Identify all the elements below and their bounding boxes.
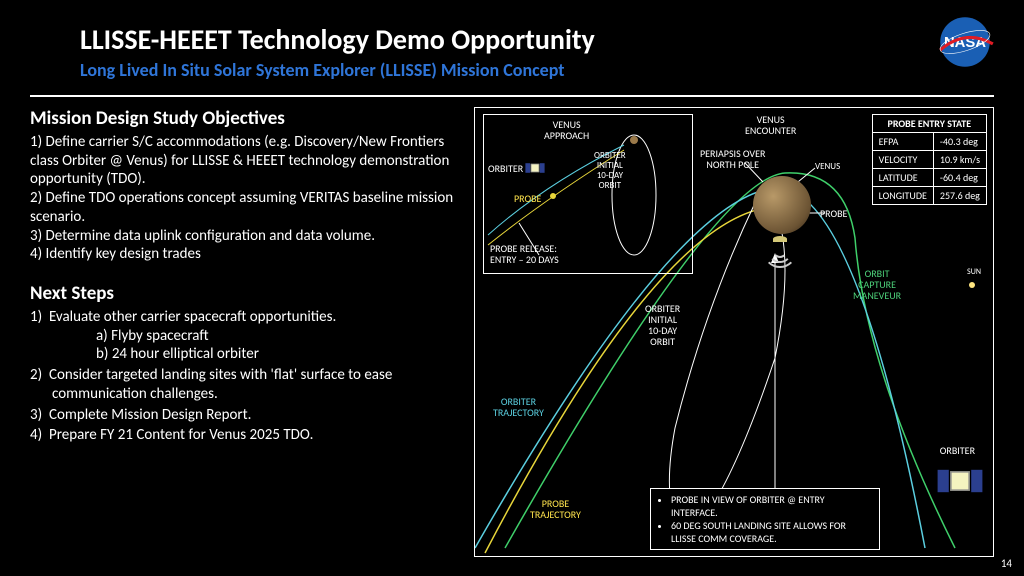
orbiter-traj-label: ORBITERTRAJECTORY — [493, 396, 544, 418]
objectives-item: 3) Determine data uplink configuration a… — [30, 227, 460, 246]
nasa-logo-icon: NASA — [934, 16, 996, 68]
next-steps-heading: Next Steps — [30, 282, 460, 306]
objectives-item: 4) Identify key design trades — [30, 245, 460, 264]
left-column: Mission Design Study Objectives 1) Defin… — [30, 107, 460, 557]
inset-title: VENUSAPPROACH — [544, 119, 589, 141]
orbiter-satellite-icon — [950, 471, 970, 491]
probe-traj-label: PROBETRAJECTORY — [530, 498, 581, 520]
mission-diagram: VENUSAPPROACH ORBITER PROBE ORBITERINITI… — [474, 107, 994, 557]
list-subitem: b) 24 hour elliptical orbiter — [96, 345, 460, 364]
satellite-icon — [531, 164, 539, 172]
info-item: PROBE IN VIEW OF ORBITER @ ENTRY INTERFA… — [671, 493, 873, 519]
periapsis-label: PERIAPSIS OVERNORTH POLE — [700, 148, 765, 170]
info-item: 60 DEG SOUTH LANDING SITE ALLOWS FOR LLI… — [671, 519, 873, 545]
sun-label: SUN — [967, 268, 981, 277]
page-subtitle: Long Lived In Situ Solar System Explorer… — [80, 59, 944, 81]
list-item: 1) Evaluate other carrier spacecraft opp… — [30, 308, 460, 364]
venus-label: VENUS — [815, 162, 840, 172]
table-row: LONGITUDE257.6 deg — [872, 187, 986, 205]
table-row: LATITUDE-60.4 deg — [872, 169, 986, 187]
objectives-item: 2) Define TDO operations concept assumin… — [30, 189, 460, 227]
inset-orbit-label: ORBITERINITIAL 10-DAYORBIT — [594, 151, 626, 191]
probe-label: PROBE — [820, 208, 847, 219]
sun-icon — [969, 282, 975, 288]
list-item: 2) Consider targeted landing sites with … — [30, 366, 460, 404]
inset-release-label: PROBE RELEASE:ENTRY – 20 DAYS — [490, 243, 559, 265]
next-steps-list: 1) Evaluate other carrier spacecraft opp… — [30, 308, 460, 445]
inset-probe-label: PROBE — [514, 193, 541, 204]
table-row: VELOCITY10.9 km/s — [872, 151, 986, 169]
page-title: LLISSE-HEEET Technology Demo Opportunity — [80, 22, 944, 57]
probe-dot-icon — [550, 193, 556, 199]
list-subitem: a) Flyby spacecraft — [96, 327, 460, 346]
orbiter-label: ORBITER — [940, 445, 975, 456]
orbit-capture-label: ORBITCAPTUREMANEVEUR — [853, 268, 901, 301]
venus-icon — [753, 176, 811, 234]
encounter-title: VENUSENCOUNTER — [745, 114, 796, 136]
objectives-heading: Mission Design Study Objectives — [30, 107, 460, 131]
table-header: PROBE ENTRY STATE — [872, 115, 986, 133]
page-number: 14 — [1001, 557, 1012, 570]
content-area: Mission Design Study Objectives 1) Defin… — [0, 97, 1024, 557]
table-row: EFPA-40.3 deg — [872, 133, 986, 151]
orbit-initial-label: ORBITERINITIAL10-DAYORBIT — [645, 303, 680, 347]
header: LLISSE-HEEET Technology Demo Opportunity… — [0, 0, 1024, 89]
info-box: PROBE IN VIEW OF ORBITER @ ENTRY INTERFA… — [650, 488, 880, 550]
inset-orbiter-label: ORBITER — [488, 163, 523, 174]
list-item: 3) Complete Mission Design Report. — [30, 406, 460, 425]
list-item: 4) Prepare FY 21 Content for Venus 2025 … — [30, 426, 460, 445]
objectives-item: 1) Define carrier S/C accommodations (e.… — [30, 133, 460, 189]
approach-inset: VENUSAPPROACH ORBITER PROBE ORBITERINITI… — [483, 114, 693, 274]
probe-entry-table: PROBE ENTRY STATE EFPA-40.3 deg VELOCITY… — [872, 114, 987, 205]
